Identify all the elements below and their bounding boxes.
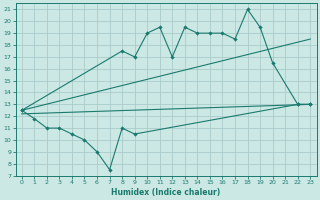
X-axis label: Humidex (Indice chaleur): Humidex (Indice chaleur) [111, 188, 221, 197]
